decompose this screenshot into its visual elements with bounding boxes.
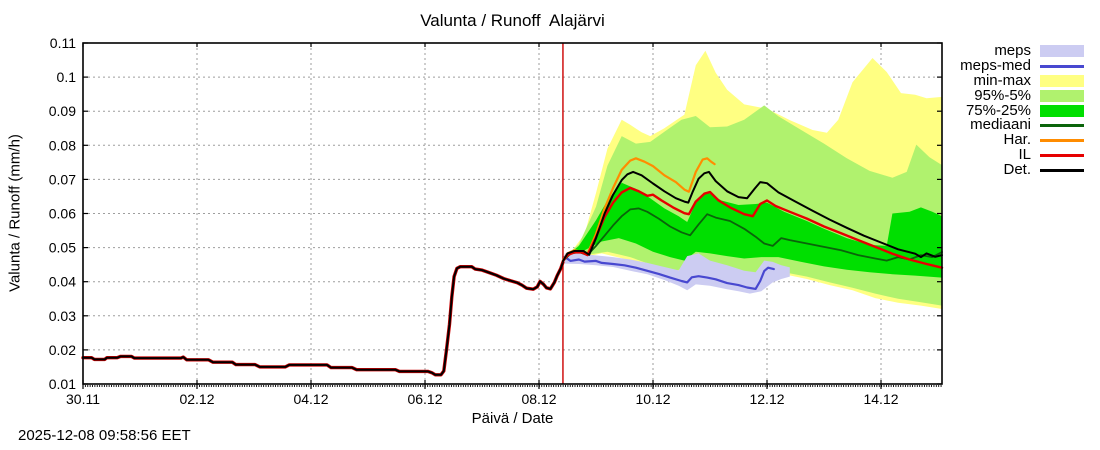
legend-label: Det.	[1003, 161, 1031, 179]
chart-timestamp: 2025-12-08 09:58:56 EET	[18, 427, 191, 444]
legend-swatch-line	[1040, 64, 1084, 68]
svg-text:10.12: 10.12	[635, 391, 670, 407]
legend-label: Har.	[1003, 131, 1031, 149]
svg-text:12.12: 12.12	[749, 391, 784, 407]
legend-swatch-band	[1040, 45, 1084, 58]
legend-label: meps-med	[960, 56, 1031, 74]
legend-label: min-max	[973, 71, 1031, 89]
legend-label: meps	[994, 42, 1031, 59]
legend-item: mediaani	[960, 118, 1084, 133]
svg-text:0.01: 0.01	[49, 376, 76, 392]
legend-label: IL	[1018, 146, 1031, 164]
legend-swatch-band	[1040, 90, 1084, 103]
svg-text:0.1: 0.1	[57, 69, 77, 85]
legend: meps meps-med min-max 95%-5% 75%-25% mediaani…	[960, 42, 1084, 179]
svg-text:06.12: 06.12	[407, 391, 442, 407]
svg-text:0.03: 0.03	[49, 308, 76, 324]
legend-label: mediaani	[970, 116, 1031, 134]
svg-text:0.06: 0.06	[49, 206, 76, 222]
chart-title: Valunta / Runoff Alajärvi	[420, 11, 605, 30]
legend-swatch-line	[1040, 124, 1084, 128]
svg-text:0.02: 0.02	[49, 342, 76, 358]
legend-item: min-max	[960, 71, 1084, 89]
legend-swatch-line	[1040, 169, 1084, 173]
svg-text:02.12: 02.12	[179, 391, 214, 407]
svg-text:08.12: 08.12	[521, 391, 556, 407]
svg-text:0.05: 0.05	[49, 240, 76, 256]
legend-item: meps-med	[960, 56, 1084, 74]
svg-text:0.08: 0.08	[49, 137, 76, 153]
legend-label: 95%-5%	[974, 86, 1031, 104]
legend-swatch-band	[1040, 75, 1084, 88]
legend-item: Har.	[960, 131, 1084, 149]
legend-item: 95%-5%	[960, 86, 1084, 104]
legend-item: Det.	[960, 161, 1084, 179]
legend-item: meps	[960, 42, 1084, 59]
legend-swatch-line	[1040, 139, 1084, 143]
legend-item: 75%-25%	[960, 101, 1084, 119]
svg-text:0.09: 0.09	[49, 103, 76, 119]
svg-text:0.11: 0.11	[50, 35, 76, 51]
x-axis-label: Päivä / Date	[471, 410, 554, 427]
svg-text:30.11: 30.11	[66, 391, 100, 407]
svg-text:0.04: 0.04	[49, 274, 76, 290]
svg-text:0.07: 0.07	[49, 171, 76, 187]
legend-swatch-line	[1040, 154, 1084, 158]
y-axis-label: Valunta / Runoff (mm/h)	[6, 134, 24, 292]
legend-swatch-band	[1040, 105, 1084, 117]
legend-label: 75%-25%	[965, 101, 1031, 119]
svg-text:14.12: 14.12	[863, 391, 898, 407]
svg-text:04.12: 04.12	[293, 391, 328, 407]
legend-item: IL	[960, 146, 1084, 164]
